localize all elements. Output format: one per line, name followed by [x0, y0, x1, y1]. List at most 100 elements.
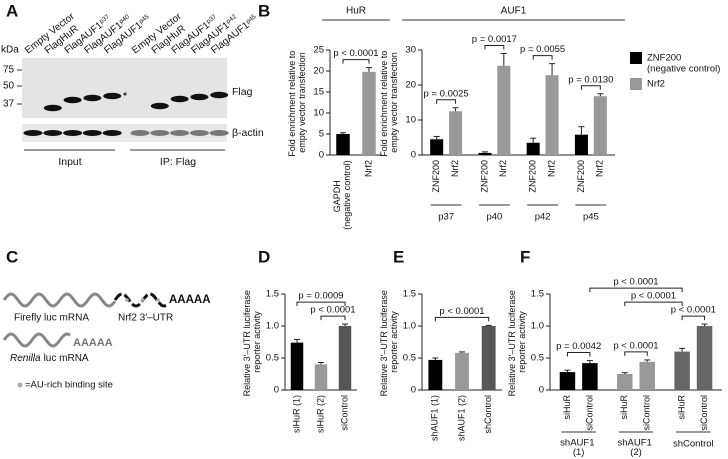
- bar: [497, 65, 511, 155]
- y-tick-label: 1.5: [531, 289, 544, 300]
- significance-bracket: [624, 351, 648, 356]
- p-value: p < 0.0001: [439, 306, 484, 317]
- bar: [430, 139, 444, 155]
- group-label: p42: [535, 212, 551, 223]
- x-tick-label: shAUF1 (1): [430, 395, 440, 441]
- band: [170, 95, 189, 103]
- marker-label: 50: [3, 81, 15, 92]
- p-value: p = 0.0025: [424, 88, 469, 99]
- significance-bracket: [296, 301, 346, 307]
- y-tick-label: 1.0: [531, 321, 544, 332]
- y-tick-label: 0: [274, 385, 279, 396]
- y-axis-label: Relative 3′–UTR luciferase reporter acti…: [379, 288, 399, 397]
- group-label: shControl: [673, 439, 714, 450]
- significance-bracket: [681, 315, 706, 321]
- y-tick-label: 1.5: [266, 289, 279, 300]
- bar: [428, 359, 443, 390]
- y-tick-label: 10: [405, 115, 416, 126]
- band: [190, 93, 209, 101]
- group-label: shAUF1 (2): [618, 437, 655, 458]
- x-tick-label: siControl: [339, 395, 349, 431]
- actin-band: [43, 130, 63, 136]
- significance-bracket: [566, 352, 591, 357]
- panel-label: A: [6, 1, 18, 20]
- panel-label: B: [258, 1, 270, 20]
- significance-bracket: [580, 85, 601, 90]
- actin-band: [209, 130, 229, 136]
- p-value: p < 0.0001: [671, 305, 716, 316]
- blot-actin: [22, 124, 227, 142]
- y-tick-label: 0: [319, 150, 324, 161]
- bar: [362, 71, 376, 155]
- flag-label: Flag: [232, 86, 253, 98]
- actin-band: [170, 130, 190, 136]
- actin-band: [23, 130, 43, 136]
- actin-band: [82, 130, 102, 136]
- y-tick-label: 20: [313, 66, 324, 77]
- y-tick-label: 20: [405, 80, 416, 91]
- actin-band: [189, 130, 209, 136]
- p-value: p < 0.0001: [613, 340, 658, 351]
- x-tick-label: siControl: [642, 395, 652, 431]
- kda-label: kDa: [1, 45, 19, 56]
- y-tick-label: 5: [319, 129, 324, 140]
- bar: [455, 352, 469, 390]
- x-tick-label: Nrf2: [546, 160, 556, 177]
- x-tick-label: Nrf2: [450, 160, 460, 177]
- y-axis-label: Relative 3′–UTR luciferase reporter acti…: [507, 288, 527, 397]
- bar: [559, 372, 576, 390]
- p-value: p = 0.0017: [472, 34, 517, 45]
- y-tick-label: 1.5: [403, 289, 416, 300]
- group-label: p45: [583, 212, 599, 223]
- x-tick-label: siHuR: [676, 395, 686, 420]
- p-value: p = 0.0055: [520, 44, 565, 55]
- y-tick-label: 0.5: [531, 353, 544, 364]
- x-tick-label: Nrf2: [363, 160, 373, 177]
- p-value: p < 0.0001: [310, 305, 355, 316]
- band: [210, 91, 229, 99]
- significance-bracket: [342, 59, 370, 64]
- y-tick-label: 1.0: [266, 321, 279, 332]
- p-value: p < 0.0001: [613, 277, 658, 288]
- p-value: p = 0.0042: [556, 341, 601, 352]
- y-tick-label: 10: [313, 108, 324, 119]
- p-value: p < 0.0001: [631, 291, 676, 302]
- bar: [526, 142, 540, 155]
- bar: [574, 134, 588, 155]
- x-tick-label: Nrf2: [498, 160, 508, 177]
- y-tick-label: 0: [539, 385, 544, 396]
- group-label: p37: [438, 212, 454, 223]
- panel-label: D: [258, 247, 270, 266]
- y-tick-label: 0.5: [266, 353, 279, 364]
- legend-text: =AU-rich binding site: [25, 380, 113, 391]
- y-axis-label: Fold enrichment relative to empty vector…: [287, 48, 307, 157]
- renilla-mrna: [2, 332, 71, 348]
- chart-title: AUF1: [501, 6, 527, 17]
- x-tick-label: shAUF1 (2): [456, 395, 466, 441]
- au-site: [141, 298, 145, 302]
- significance-bracket: [434, 316, 490, 322]
- x-tick-label: siHuR: [619, 395, 629, 420]
- legend-swatch: [630, 78, 642, 90]
- marker-label: 37: [3, 99, 15, 110]
- band: [43, 104, 62, 112]
- band: [150, 102, 169, 110]
- x-tick-label: siControl: [584, 395, 594, 431]
- x-tick-label: Nrf2: [595, 160, 605, 177]
- x-tick-label: siHuR (1): [291, 395, 301, 433]
- x-tick-label: ZNF200: [528, 160, 538, 193]
- y-tick-label: 0.5: [403, 353, 416, 364]
- au-site: [125, 298, 129, 302]
- group-label: Input: [58, 156, 81, 168]
- legend-swatch: [630, 52, 642, 64]
- bar: [336, 134, 350, 155]
- bar: [593, 96, 607, 155]
- significance-bracket: [484, 45, 505, 50]
- x-tick-label: ZNF200: [576, 160, 586, 193]
- y-tick-label: 0: [411, 385, 416, 396]
- significance-bracket: [320, 315, 346, 321]
- utr-label: Nrf2 3′–UTR: [118, 313, 173, 324]
- group-label: p40: [486, 212, 502, 223]
- x-tick-label: siHuR: [562, 395, 572, 420]
- actin-band: [102, 130, 122, 136]
